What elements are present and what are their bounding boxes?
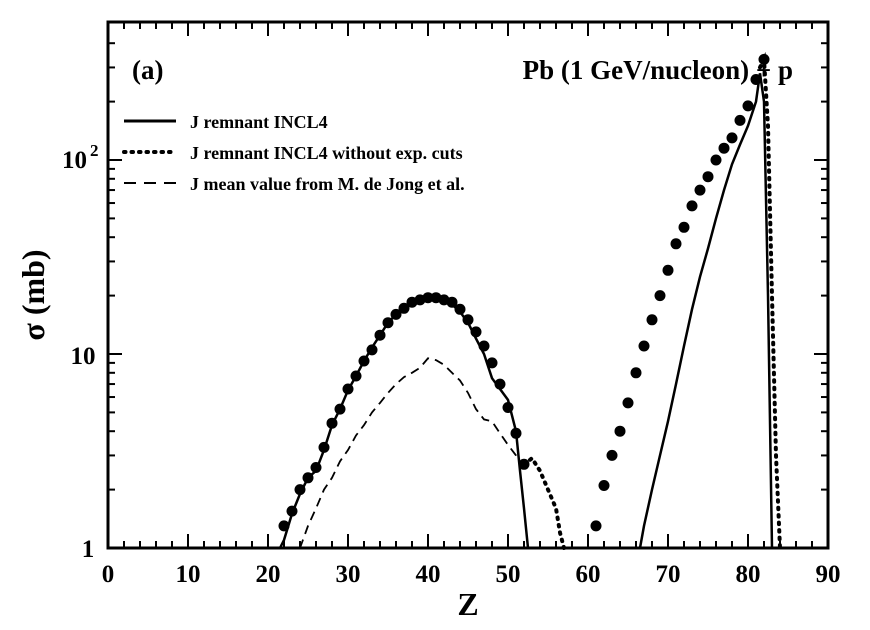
data-point <box>622 397 634 409</box>
data-point <box>486 357 498 369</box>
data-point <box>694 184 706 196</box>
x-tick-label: 70 <box>656 561 681 588</box>
data-point <box>398 302 410 314</box>
data-point <box>726 132 738 144</box>
data-point <box>606 449 618 461</box>
legend-label-0: J remnant INCL4 <box>190 112 328 132</box>
data-point <box>758 53 770 65</box>
data-point <box>654 290 666 302</box>
data-point <box>638 340 650 352</box>
y-tick-label-100-exp: 2 <box>90 141 99 160</box>
x-tick-label: 60 <box>576 561 601 588</box>
data-point <box>502 402 514 413</box>
data-point <box>662 264 674 276</box>
data-point <box>326 417 338 429</box>
data-point <box>686 200 698 212</box>
series-layer <box>278 51 782 550</box>
data-point <box>294 484 306 496</box>
data-point <box>318 441 330 453</box>
y-tick-label-1: 1 <box>82 536 95 563</box>
x-tick-label: 50 <box>496 561 521 588</box>
data-point <box>734 114 746 126</box>
legend-label-2: J mean value from M. de Jong et al. <box>190 174 465 194</box>
x-tick-label: 0 <box>102 561 115 588</box>
data-point <box>750 74 762 85</box>
data-point <box>390 308 402 320</box>
data-point <box>334 403 346 415</box>
data-point <box>646 314 658 326</box>
x-tick-label: 20 <box>256 561 281 588</box>
y-tick-label-10: 10 <box>71 343 96 370</box>
data-point <box>286 505 298 517</box>
x-tick-label: 40 <box>416 561 441 588</box>
data-point <box>742 100 754 112</box>
data-point <box>518 458 530 470</box>
data-point <box>598 480 610 491</box>
data-point <box>454 303 466 315</box>
x-tick-label: 10 <box>176 561 201 588</box>
data-point <box>446 296 458 308</box>
series-line-solid <box>638 73 774 549</box>
x-tick-labels: 0 10 20 30 40 50 60 70 80 90 <box>102 561 841 588</box>
x-tick-label: 80 <box>736 561 761 588</box>
data-point <box>590 520 602 532</box>
data-point <box>614 425 626 437</box>
series-line-dashed <box>299 357 525 549</box>
data-point <box>358 355 370 367</box>
data-point <box>630 367 642 379</box>
series-line-dotted <box>522 455 566 550</box>
series-line-solid <box>278 296 530 549</box>
data-point <box>710 154 722 166</box>
legend: J remnant INCL4 J remnant INCL4 without … <box>122 112 465 194</box>
data-point <box>382 317 394 329</box>
legend-label-1: J remnant INCL4 without exp. cuts <box>190 143 463 163</box>
experimental-points <box>278 53 770 532</box>
data-point <box>310 462 322 473</box>
data-point <box>494 378 506 390</box>
data-point <box>678 221 690 233</box>
x-tick-label: 30 <box>336 561 361 588</box>
data-point <box>302 472 314 484</box>
data-point <box>342 383 354 395</box>
data-point <box>718 142 730 154</box>
y-axis-label: σ (mb) <box>15 249 51 340</box>
panel-label: (a) <box>132 55 163 85</box>
data-point <box>470 326 482 338</box>
data-point <box>670 238 682 250</box>
data-point <box>366 344 378 356</box>
data-point <box>422 292 434 304</box>
data-point <box>374 329 386 341</box>
data-point <box>350 370 362 382</box>
data-point <box>278 520 290 532</box>
x-tick-label: 90 <box>816 561 841 588</box>
x-axis-label: Z <box>457 586 478 622</box>
data-point <box>510 427 522 439</box>
chart-title: Pb (1 GeV/nucleon) + p <box>523 55 793 85</box>
axis-ticks <box>107 22 829 549</box>
data-point <box>702 171 714 183</box>
data-point <box>462 314 474 326</box>
data-point <box>478 340 490 352</box>
y-tick-label-100: 10 2 <box>62 141 99 174</box>
plot-frame <box>106 20 830 550</box>
y-tick-label-100-base: 10 <box>62 147 87 174</box>
